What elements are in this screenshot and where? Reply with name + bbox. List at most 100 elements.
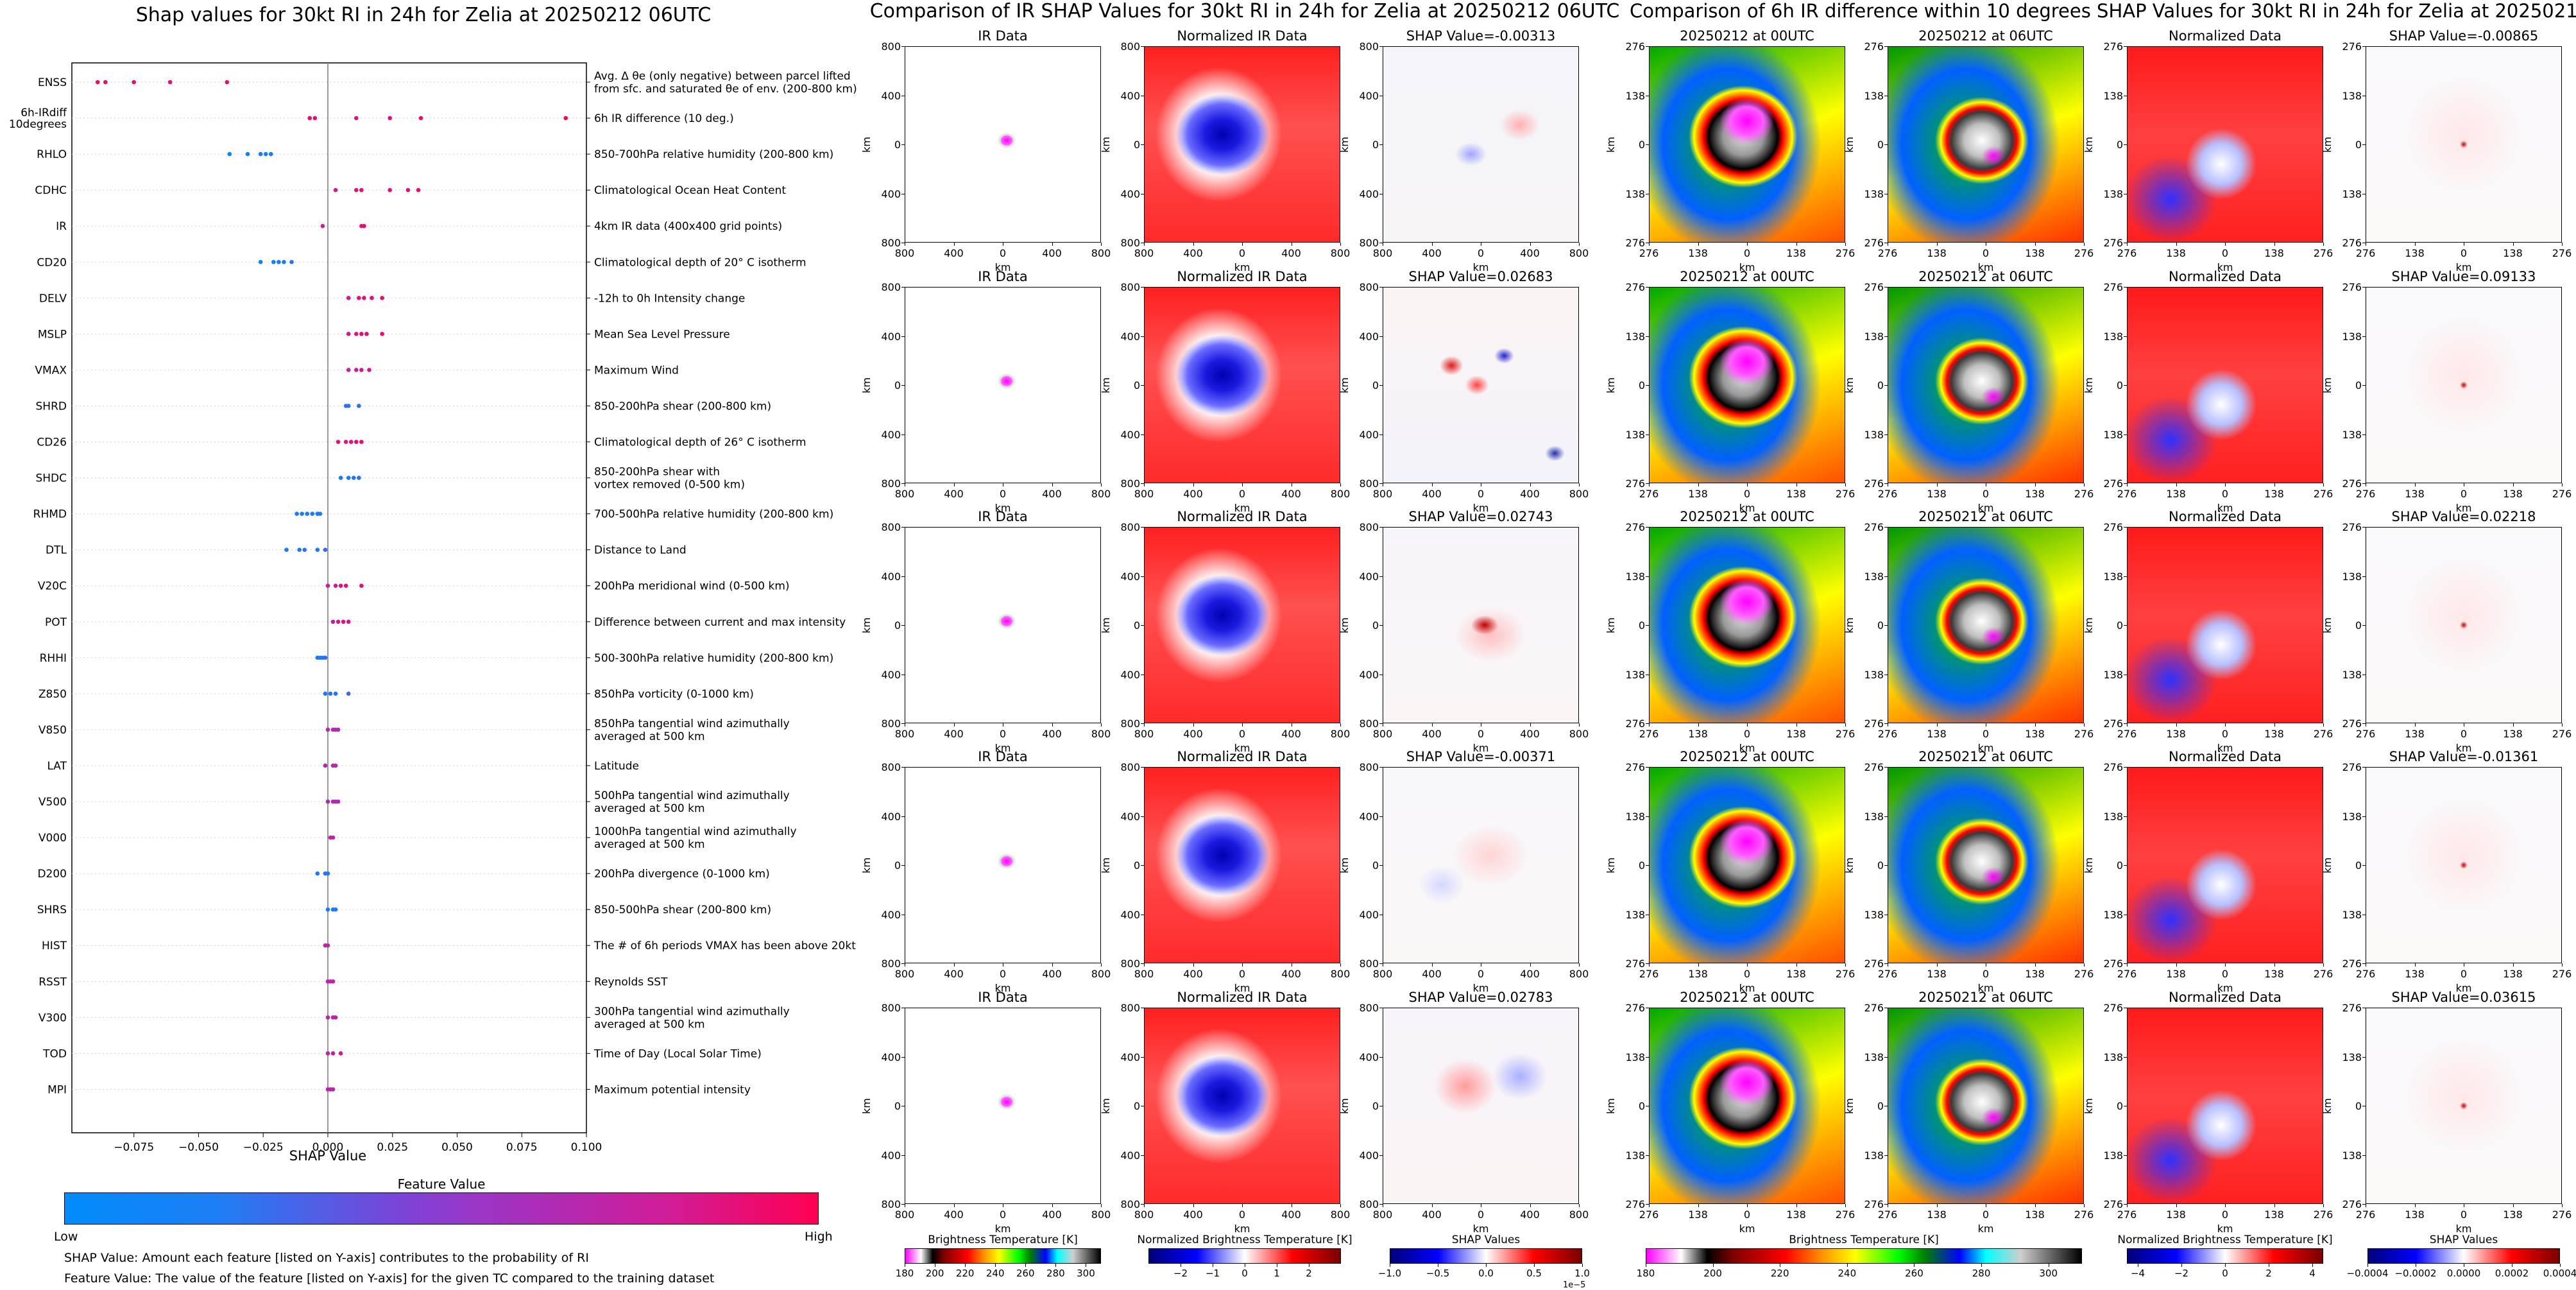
shap-point <box>380 296 384 300</box>
x-tick-label: 800 <box>1330 247 1351 259</box>
colorbar-label: Brightness Temperature [K] <box>928 1234 1078 1246</box>
colorbar-tick-label: −2 <box>2174 1268 2189 1279</box>
y-tick <box>1379 1155 1383 1156</box>
y-tick <box>901 385 905 386</box>
y-axis-label: km <box>2082 857 2095 873</box>
x-tick <box>1193 963 1194 967</box>
x-axis-label: km <box>994 1223 1011 1235</box>
feature-name-label: DELV <box>39 292 67 305</box>
shap-point <box>346 368 351 372</box>
x-tick <box>1649 963 1650 967</box>
colorbar-tick-label: −1 <box>1205 1268 1220 1279</box>
y-tick-label: 0 <box>894 1100 901 1112</box>
y-tick-label: 0 <box>1877 619 1884 632</box>
y-tick <box>1646 483 1649 484</box>
feature-description-label: 850-700hPa relative humidity (200-800 km… <box>594 148 833 161</box>
map-image <box>2127 767 2323 963</box>
map-image <box>1383 527 1579 723</box>
y-tick <box>2362 46 2366 47</box>
x-tick-label: 0 <box>999 1208 1007 1221</box>
feature-name-label: 10degrees <box>9 118 67 131</box>
colorbar-tick-label: −1.0 <box>1378 1268 1402 1279</box>
shap-point <box>312 116 318 121</box>
y-tick <box>1379 767 1383 768</box>
y-tick-label: 800 <box>1120 281 1140 293</box>
x-tick-label: 0 <box>1238 968 1246 980</box>
x-tick <box>2323 963 2324 967</box>
x-tick <box>1144 963 1145 967</box>
y-tick-label: 138 <box>1625 428 1645 441</box>
x-tick-label: 276 <box>1877 1208 1898 1221</box>
x-tick <box>1579 963 1580 967</box>
shap-point <box>354 116 359 121</box>
map-image <box>905 46 1101 243</box>
x-tick-label: 800 <box>1372 1208 1393 1221</box>
x-tick-label: 400 <box>1183 247 1203 259</box>
y-axis-label: km <box>2082 617 2095 633</box>
x-tick-label: 0 <box>1743 1208 1751 1221</box>
x-tick-label: 138 <box>2166 247 2186 259</box>
shap-point <box>333 583 338 588</box>
x-tick-label: 400 <box>1042 1208 1062 1221</box>
y-tick <box>901 527 905 528</box>
y-tick-label: 138 <box>2103 810 2123 823</box>
x-tick <box>2034 1204 2036 1207</box>
panel-title: Normalized IR Data <box>1177 269 1308 284</box>
feature-name-label: RHLO <box>37 148 67 161</box>
map-image <box>2127 46 2323 243</box>
y-axis-label: km <box>1843 137 1855 153</box>
y-tick <box>901 434 905 435</box>
shap-point <box>318 512 323 516</box>
colorbar <box>1148 1248 1341 1264</box>
y-tick <box>1884 144 1888 145</box>
x-tick-label: 800 <box>1330 488 1351 500</box>
y-tick-label: 400 <box>881 428 901 441</box>
shap-point <box>323 763 328 768</box>
y-tick <box>2124 816 2127 817</box>
y-tick-label: 276 <box>1864 477 1884 490</box>
shap-point <box>96 80 100 85</box>
x-tick-label: −0.025 <box>243 1141 284 1154</box>
x-tick <box>2084 1204 2085 1207</box>
y-tick-label: 0 <box>1638 619 1645 632</box>
x-tick <box>2034 963 2036 967</box>
y-tick <box>1646 625 1649 626</box>
x-tick-label: 138 <box>2264 488 2284 500</box>
y-tick <box>1141 1056 1144 1058</box>
x-tick <box>2225 1204 2226 1207</box>
shap-summary-title: Shap values for 30kt RI in 24h for Zelia… <box>135 4 712 26</box>
shap-point <box>336 440 341 444</box>
x-tick-label: 276 <box>2552 247 2572 259</box>
feature-description-label: 6h IR difference (10 deg.) <box>594 112 734 125</box>
shap-point <box>418 116 423 121</box>
x-tick <box>2084 483 2085 486</box>
feature-description-label: 850hPa vorticity (0-1000 km) <box>594 688 754 701</box>
y-tick-label: 800 <box>881 477 901 490</box>
x-tick-label: 800 <box>1372 488 1393 500</box>
ir-comparison-title: Comparison of IR SHAP Values for 30kt RI… <box>869 0 1620 22</box>
y-tick <box>2124 287 2127 288</box>
y-tick-label: 138 <box>1625 89 1645 102</box>
x-tick <box>1936 1204 1938 1207</box>
colorbar-tick-label: 280 <box>1972 1268 1991 1279</box>
y-tick-label: 138 <box>1625 908 1645 921</box>
y-tick <box>2124 144 2127 145</box>
colorbar-tick-label: 0.0000 <box>2446 1268 2481 1279</box>
map-image <box>1383 287 1579 483</box>
y-tick <box>1884 1155 1888 1156</box>
y-tick <box>2124 1155 2127 1156</box>
x-tick-label: 400 <box>944 1208 964 1221</box>
colorbar-tick-label: 2 <box>1306 1268 1312 1279</box>
y-axis-label: km <box>1338 857 1351 873</box>
y-tick-label: 800 <box>1359 521 1379 533</box>
x-tick <box>2176 963 2177 967</box>
y-tick <box>1646 865 1649 866</box>
shap-point <box>310 512 315 516</box>
x-tick-label: 800 <box>894 247 915 259</box>
y-tick <box>2362 723 2366 724</box>
shap-point <box>245 151 250 157</box>
y-tick-label: 0 <box>2355 859 2362 872</box>
x-tick-label: 0 <box>1743 968 1751 980</box>
y-tick-label: 276 <box>2103 521 2123 533</box>
feature-name-label: CD20 <box>37 256 67 269</box>
